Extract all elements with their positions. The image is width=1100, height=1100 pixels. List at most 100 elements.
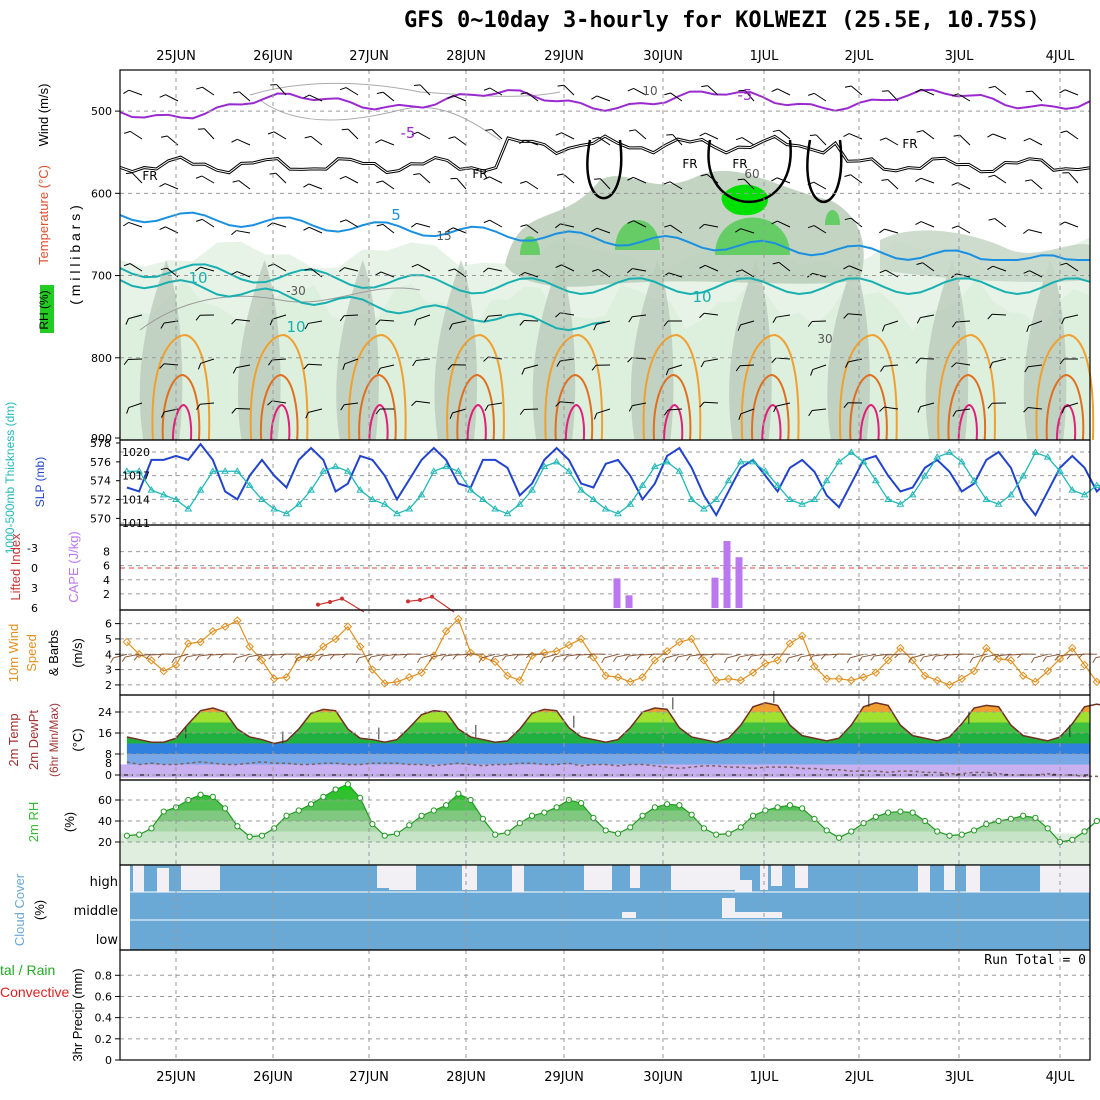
- barb-staff: [238, 180, 251, 190]
- wind-speed-marker: [355, 642, 365, 651]
- date-label-bottom-28JUN: 28JUN: [446, 1070, 486, 1085]
- temp-contour-hottest: [859, 403, 880, 441]
- wind-barb: [1060, 130, 1079, 140]
- barb-staff: [604, 653, 619, 659]
- wind-barb: [448, 136, 467, 146]
- barb-flag: [1025, 179, 1032, 182]
- barb-flag: [843, 313, 849, 319]
- surface-wind-barb: [428, 653, 447, 662]
- wind-speed-marker: [233, 616, 242, 625]
- rh-marker: [1081, 828, 1088, 835]
- temp-contour-warm: [249, 333, 309, 441]
- barb-flag: [988, 174, 995, 178]
- date-label-top-26JUN: 26JUN: [253, 49, 293, 64]
- wind-barb: [411, 400, 431, 407]
- thickness-marker: [258, 495, 266, 503]
- wind-barb: [810, 364, 827, 376]
- wind-speed-marker: [662, 646, 672, 656]
- thickness-marker: [245, 481, 254, 488]
- wind-barb: [627, 87, 647, 96]
- barb-staff: [272, 222, 287, 228]
- barb-flag: [413, 84, 421, 87]
- wind-barb: [304, 320, 323, 330]
- surface-wind-barb: [797, 653, 815, 662]
- wind-barb: [231, 138, 251, 146]
- wind-barb: [735, 228, 755, 234]
- barb-staff: [885, 269, 899, 278]
- thickness-marker: [159, 490, 168, 498]
- barb-staff: [358, 653, 373, 659]
- rh-marker: [811, 815, 818, 823]
- barb-flag: [1061, 317, 1065, 325]
- barb-staff: [596, 320, 611, 325]
- barb-flag: [915, 358, 921, 364]
- wind-barb: [377, 364, 395, 375]
- barb-staff: [885, 137, 899, 146]
- temp-tick-8: 8: [105, 748, 112, 761]
- wind-barb: [627, 176, 647, 184]
- surface-wind-barb: [157, 653, 177, 659]
- barb-flag: [843, 402, 849, 409]
- rh-marker: [627, 824, 634, 831]
- barb-flag: [808, 410, 813, 417]
- temp-contour-warm: [740, 333, 800, 441]
- barb-staff: [600, 178, 611, 190]
- barb-staff: [201, 175, 215, 184]
- thickness-marker: [896, 500, 905, 507]
- wind-barb: [305, 408, 323, 419]
- barb-flag: [520, 180, 527, 184]
- barb-flag: [157, 653, 163, 659]
- rh-band: [126, 800, 1090, 811]
- barb-staff: [419, 173, 431, 184]
- surface-wind-barb: [280, 653, 299, 659]
- rh-tick-60: 60: [98, 794, 112, 807]
- rh-shade-gray: [336, 260, 379, 440]
- wind-speed-marker: [773, 656, 782, 665]
- surface-wind-barb: [1054, 653, 1073, 661]
- wind-barb: [772, 314, 791, 324]
- barb-staff: [1064, 89, 1079, 96]
- barb-flag: [464, 653, 470, 659]
- thickness-tick-570: 570: [90, 512, 111, 525]
- rh-band: [126, 831, 1090, 842]
- barb-flag: [785, 657, 790, 664]
- barb-flag: [411, 222, 417, 228]
- precip-frame: [119, 949, 1091, 1061]
- wind-barb: [303, 226, 323, 234]
- cloud-gap: [722, 898, 735, 918]
- barb-flag: [808, 92, 815, 96]
- wind-barb: [267, 131, 287, 140]
- barb-staff: [884, 406, 899, 410]
- barb-flag: [627, 176, 634, 181]
- precip-convective-label: Convective: [0, 984, 69, 1000]
- rh-marker: [762, 807, 769, 814]
- barb-flag: [916, 317, 921, 324]
- wind-barb: [521, 364, 539, 375]
- thickness-marker: [700, 505, 708, 512]
- contour-label: 10: [188, 269, 207, 287]
- barb-staff: [237, 138, 251, 146]
- barb-staff: [164, 183, 179, 190]
- barb-staff: [344, 267, 359, 272]
- barb-staff: [260, 653, 275, 657]
- contour-label: 10: [642, 84, 657, 98]
- temp-contour-hot: [652, 373, 692, 441]
- barb-flag: [555, 132, 562, 136]
- wind-speed-marker: [1068, 643, 1077, 653]
- barb-staff: [164, 363, 179, 366]
- barb-flag: [627, 87, 634, 92]
- contour-label: -5: [738, 86, 753, 104]
- barb-flag: [738, 413, 742, 421]
- barb-staff: [922, 130, 935, 140]
- temp-contour-hot: [554, 373, 594, 441]
- barb-flag: [882, 90, 889, 92]
- barb-staff: [128, 402, 143, 409]
- rh-marker: [934, 828, 941, 835]
- wind-speed-marker: [945, 680, 954, 690]
- thickness-tick-578: 578: [90, 437, 111, 450]
- thickness-line: [126, 451, 1100, 515]
- wind-barb: [555, 223, 575, 229]
- wind-speed-marker: [687, 634, 696, 644]
- barb-staff: [788, 653, 803, 659]
- barb-staff: [525, 180, 539, 190]
